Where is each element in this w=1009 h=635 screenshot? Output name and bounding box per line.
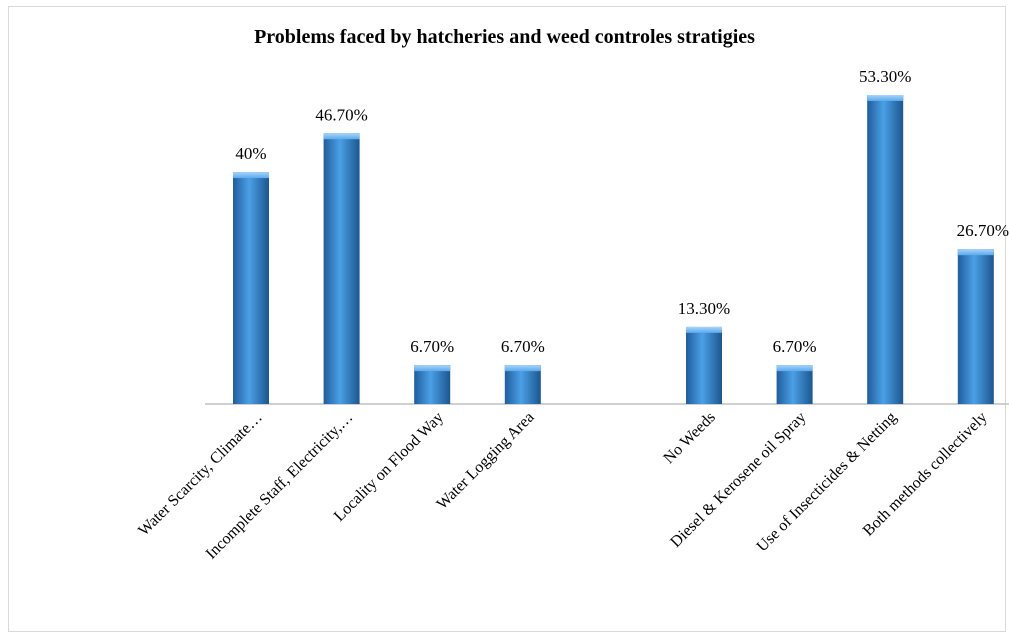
chart-title: Problems faced by hatcheries and weed co… — [254, 26, 755, 48]
data-label-9: 26.70% — [957, 221, 1009, 240]
bar-top-3 — [414, 365, 451, 372]
bar-8 — [867, 95, 904, 404]
bar-top-6 — [686, 326, 722, 333]
data-label-7: 6.70% — [773, 337, 817, 356]
bar-top-7 — [776, 365, 813, 372]
data-label-1: 40% — [235, 144, 266, 163]
category-label-2: Incomplete Staff, Electricity,… — [203, 409, 357, 563]
category-label-6: No Weeds — [660, 409, 718, 467]
data-label-4: 6.70% — [501, 337, 545, 356]
bar-top-2 — [323, 133, 360, 140]
bar-9 — [957, 249, 994, 404]
bar-4 — [504, 365, 541, 404]
chart-frame — [8, 6, 1006, 632]
bar-1 — [233, 172, 269, 404]
data-label-3: 6.70% — [410, 337, 454, 356]
data-label-6: 13.30% — [678, 299, 730, 318]
bar-top-9 — [957, 249, 994, 256]
category-label-4: Water Logging Area — [434, 409, 538, 513]
bar-7 — [776, 365, 813, 404]
bar-top-8 — [867, 95, 904, 101]
data-label-8: 53.30% — [859, 67, 911, 86]
bar-top-4 — [504, 365, 541, 372]
bar-3 — [414, 365, 451, 404]
bar-6 — [686, 326, 722, 404]
data-label-2: 46.70% — [315, 105, 367, 124]
bar-top-1 — [233, 172, 269, 179]
bar-2 — [323, 133, 360, 404]
